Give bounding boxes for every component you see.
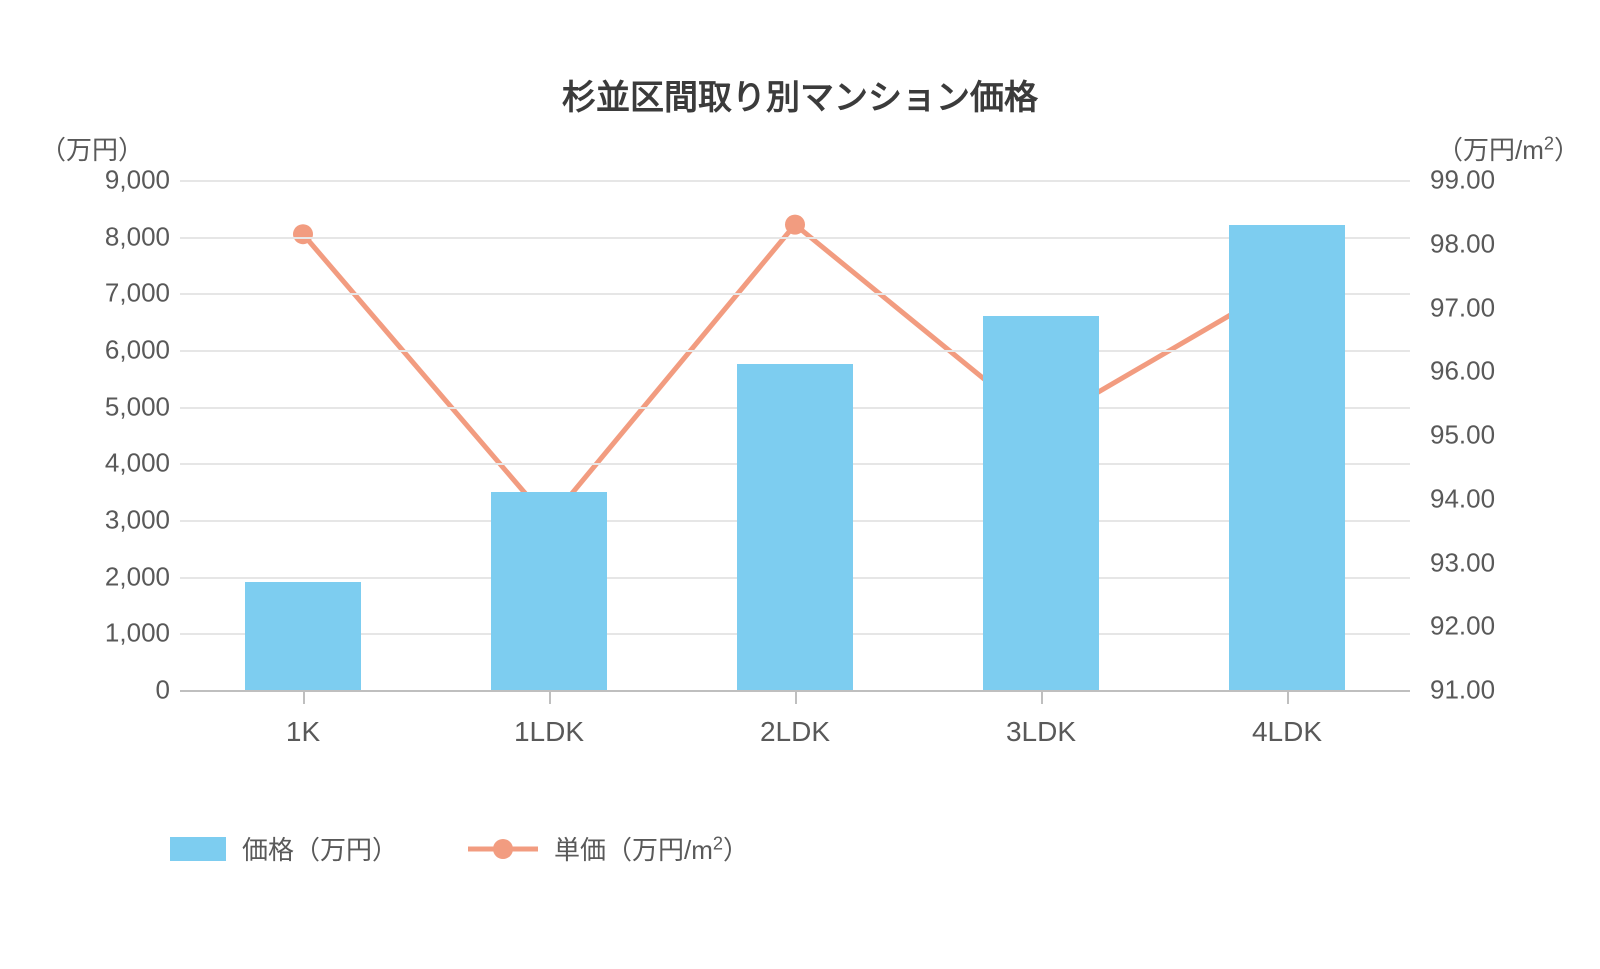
y-left-tick: 7,000 (70, 278, 170, 309)
y-left-tick: 2,000 (70, 561, 170, 592)
y-left-axis-label: （万円） (40, 130, 144, 167)
x-tick-label: 1K (286, 716, 320, 748)
y-right-tick: 94.00 (1430, 483, 1495, 514)
legend-swatch-line (468, 837, 538, 861)
y-left-tick: 3,000 (70, 505, 170, 536)
bar (737, 364, 853, 690)
y-left-tick: 9,000 (70, 165, 170, 196)
gridline (180, 237, 1410, 239)
x-tick-mark (303, 690, 305, 704)
bar (1229, 225, 1345, 690)
legend-item: 価格（万円） (170, 830, 398, 867)
y-right-tick: 98.00 (1430, 228, 1495, 259)
gridline (180, 293, 1410, 295)
bar (245, 582, 361, 690)
bar (983, 316, 1099, 690)
y-left-tick: 1,000 (70, 618, 170, 649)
x-tick-mark (1041, 690, 1043, 704)
x-tick-label: 4LDK (1252, 716, 1322, 748)
legend-swatch-bar (170, 837, 226, 861)
legend: 価格（万円） 単価（万円/m2） (170, 830, 749, 867)
y-right-tick: 99.00 (1430, 165, 1495, 196)
y-left-tick: 8,000 (70, 221, 170, 252)
y-left-tick: 4,000 (70, 448, 170, 479)
plot-area (180, 180, 1410, 690)
legend-label: 価格（万円） (242, 830, 398, 867)
y-right-tick: 97.00 (1430, 292, 1495, 323)
bar (491, 492, 607, 690)
x-tick-mark (549, 690, 551, 704)
x-tick-label: 3LDK (1006, 716, 1076, 748)
x-tick-mark (795, 690, 797, 704)
legend-label: 単価（万円/m2） (554, 830, 749, 867)
gridline (180, 350, 1410, 352)
y-left-tick: 6,000 (70, 335, 170, 366)
gridline (180, 180, 1410, 182)
line-series-marker (293, 224, 313, 244)
y-right-axis-label: （万円/m2） (1437, 130, 1580, 167)
y-right-tick: 93.00 (1430, 547, 1495, 578)
y-right-tick: 96.00 (1430, 356, 1495, 387)
y-right-tick: 91.00 (1430, 675, 1495, 706)
x-tick-mark (1287, 690, 1289, 704)
x-tick-label: 1LDK (514, 716, 584, 748)
line-series-marker (785, 215, 805, 235)
y-left-tick: 0 (70, 675, 170, 706)
y-right-tick: 95.00 (1430, 420, 1495, 451)
x-tick-label: 2LDK (760, 716, 830, 748)
chart-container: 杉並区間取り別マンション価格 （万円） （万円/m2） 価格（万円） 単価（万円/… (0, 0, 1600, 969)
y-left-tick: 5,000 (70, 391, 170, 422)
y-right-tick: 92.00 (1430, 611, 1495, 642)
legend-item: 単価（万円/m2） (468, 830, 749, 867)
chart-title: 杉並区間取り別マンション価格 (0, 70, 1600, 119)
